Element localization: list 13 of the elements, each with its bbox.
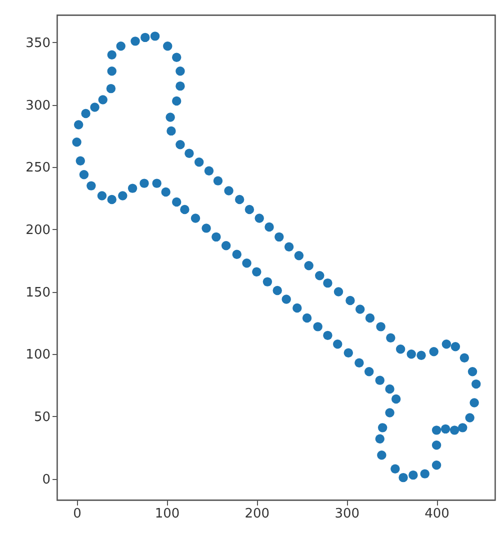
y-tick-label: 300 bbox=[26, 98, 50, 114]
x-tick-label: 0 bbox=[73, 506, 82, 522]
x-tick-label: 100 bbox=[154, 506, 180, 522]
y-tick-label: 0 bbox=[42, 472, 50, 488]
x-tick-label: 200 bbox=[244, 506, 270, 522]
y-tick-label: 150 bbox=[26, 285, 50, 300]
y-tick-label: 350 bbox=[26, 36, 50, 51]
y-tick-label: 250 bbox=[26, 160, 50, 176]
y-tick-label: 50 bbox=[34, 410, 50, 425]
y-tick-label: 100 bbox=[26, 348, 50, 363]
x-tick-label: 400 bbox=[424, 506, 450, 522]
y-tick-label: 200 bbox=[26, 222, 50, 238]
x-tick-label: 300 bbox=[334, 506, 360, 522]
